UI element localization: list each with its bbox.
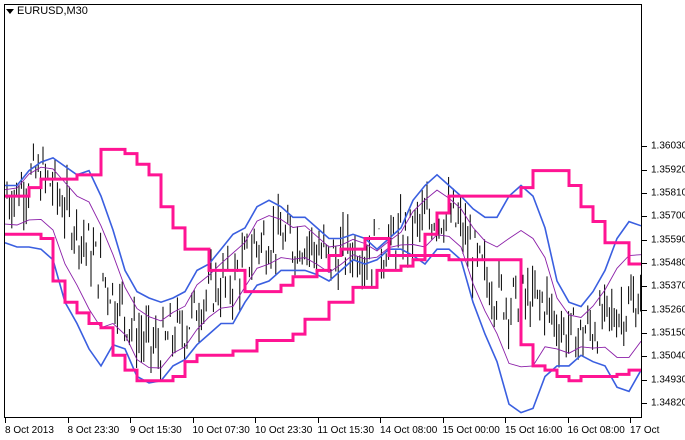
price-tick [642,309,647,311]
time-tick [317,418,319,423]
time-tick [67,418,69,423]
time-tick-label: 10 Oct 23:30 [255,425,313,436]
time-tick-label: 17 Oct [630,425,660,436]
bollinger-lower-line [5,242,641,414]
time-axis[interactable]: 8 Oct 2013 8 Oct 23:30 9 Oct 15:30 10 Oct 0… [4,418,659,440]
price-tick-label: 1.34820 [651,397,685,409]
time-tick-label: 15 Oct 00:00 [442,425,500,436]
time-tick-label: 11 Oct 15:30 [317,425,375,436]
price-tick-label: 1.35480 [651,257,685,269]
price-chart-canvas[interactable] [5,5,642,418]
price-tick-label: 1.35150 [651,327,685,339]
price-axis[interactable]: 1.36030 1.35920 1.35810 1.35700 1.35590 1.354… [642,4,685,418]
time-tick-label: 14 Oct 08:00 [380,425,438,436]
inner-band-lower-line [5,218,641,369]
price-tick [642,333,647,335]
time-tick [5,418,6,423]
price-tick [642,216,647,218]
time-tick-label: 8 Oct 23:30 [67,425,120,436]
price-tick [642,169,647,171]
time-tick [505,418,506,423]
price-tick-label: 1.35810 [651,187,685,199]
price-tick [642,239,647,241]
price-tick [642,146,647,148]
plot-area[interactable] [4,4,642,418]
symbol-timeframe-text: EURUSD,M30 [17,5,88,17]
time-tick [130,418,131,423]
time-tick [630,418,631,423]
bollinger-upper-line [5,157,641,308]
price-tick [642,356,647,358]
time-tick-label: 9 Oct 15:30 [130,425,182,436]
price-tick-label: 1.35370 [651,280,685,292]
price-tick-label: 1.35260 [651,304,685,316]
price-tick [642,192,647,194]
price-tick [642,379,647,381]
price-tick-label: 1.35700 [651,210,685,222]
inner-band-upper-line [5,166,641,322]
price-tick [642,263,647,264]
time-tick [567,418,569,423]
time-tick-label: 16 Oct 08:00 [567,425,625,436]
price-tick-label: 1.36030 [651,140,685,152]
price-bars [6,143,641,382]
price-tick [642,286,647,288]
chart-symbol-label: EURUSD,M30 [6,5,88,17]
dropdown-triangle-icon[interactable] [6,8,14,14]
time-tick [255,418,256,423]
time-tick [192,418,194,423]
price-tick [642,403,647,405]
time-tick [442,418,444,423]
price-tick-label: 1.35040 [651,350,685,362]
price-tick-label: 1.35920 [651,164,685,176]
envelope-upper-line [5,147,641,294]
envelope-lower-line [5,232,641,383]
price-tick-label: 1.34930 [651,374,685,386]
time-tick-label: 8 Oct 2013 [5,425,54,436]
time-tick [380,418,381,423]
time-tick-label: 15 Oct 16:00 [505,425,563,436]
time-tick-label: 10 Oct 07:30 [192,425,250,436]
price-tick-label: 1.35590 [651,234,685,246]
